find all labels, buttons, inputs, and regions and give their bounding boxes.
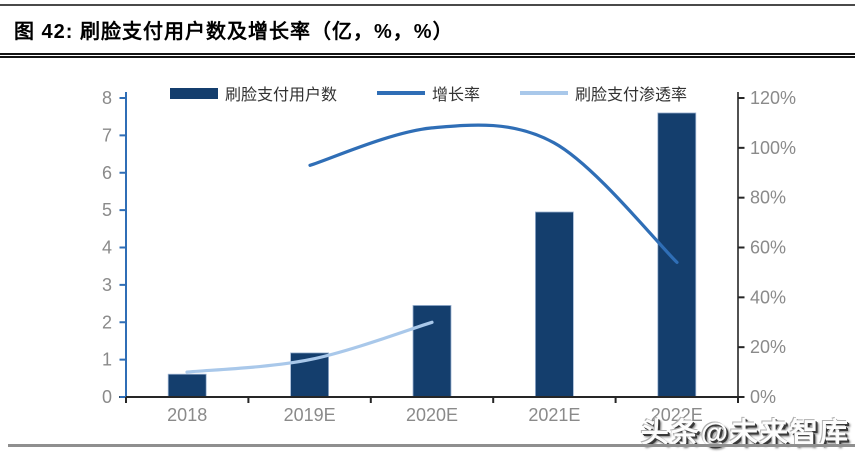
legend-label-penetration: 刷脸支付渗透率 bbox=[575, 87, 688, 104]
x-axis-label-2019E: 2019E bbox=[284, 405, 336, 425]
left-axis-tick-label: 2 bbox=[102, 312, 112, 332]
left-axis-tick-label: 7 bbox=[102, 125, 112, 145]
right-axis-tick-label: 60% bbox=[750, 238, 786, 258]
legend-item-growth-rate: 增长率 bbox=[377, 81, 480, 105]
chart-legend: 刷脸支付用户数 增长率 刷脸支付渗透率 bbox=[170, 81, 687, 105]
legend-label-users: 刷脸支付用户数 bbox=[225, 87, 338, 104]
legend-label-growth-rate: 增长率 bbox=[432, 87, 481, 104]
right-axis-tick-label: 0% bbox=[750, 387, 776, 407]
x-axis-label-2020E: 2020E bbox=[406, 405, 458, 425]
left-axis-tick-label: 5 bbox=[102, 200, 112, 220]
left-axis-tick-label: 3 bbox=[102, 275, 112, 295]
left-axis-tick-label: 1 bbox=[102, 350, 112, 370]
line-刷脸支付渗透率 bbox=[185, 320, 434, 374]
left-axis-tick-label: 0 bbox=[102, 387, 112, 407]
bottom-rule bbox=[8, 444, 855, 447]
x-axis-label-2022E: 2022E bbox=[651, 405, 703, 425]
x-axis-label-2021E: 2021E bbox=[528, 405, 580, 425]
line-swatch-icon bbox=[377, 91, 426, 95]
watermark: 头条@未来智库 bbox=[640, 417, 850, 448]
figure-title: 图 42: 刷脸支付用户数及增长率（亿，%，%） bbox=[14, 21, 454, 43]
legend-item-users: 刷脸支付用户数 bbox=[170, 81, 337, 105]
left-axis-tick-label: 6 bbox=[102, 163, 112, 183]
bar-swatch-icon bbox=[170, 87, 218, 99]
right-axis-tick-label: 120% bbox=[750, 88, 796, 108]
left-axis-tick-label: 4 bbox=[102, 238, 112, 258]
line-增长率 bbox=[308, 123, 679, 264]
line-swatch-icon bbox=[520, 91, 569, 95]
bar-2020E bbox=[412, 305, 452, 398]
right-axis-tick-label: 40% bbox=[750, 287, 786, 307]
right-axis-tick-label: 80% bbox=[750, 188, 786, 208]
legend-item-penetration: 刷脸支付渗透率 bbox=[520, 81, 687, 105]
right-axis-tick-label: 20% bbox=[750, 337, 786, 357]
bar-2021E bbox=[535, 211, 574, 398]
left-axis-tick-label: 8 bbox=[102, 88, 112, 108]
bar-2018 bbox=[167, 373, 207, 398]
x-axis-label-2018: 2018 bbox=[167, 405, 207, 425]
title-underline-rule bbox=[0, 53, 855, 58]
right-axis-tick-label: 100% bbox=[750, 138, 796, 158]
top-rule bbox=[0, 4, 855, 6]
bar-2022E bbox=[657, 112, 697, 398]
